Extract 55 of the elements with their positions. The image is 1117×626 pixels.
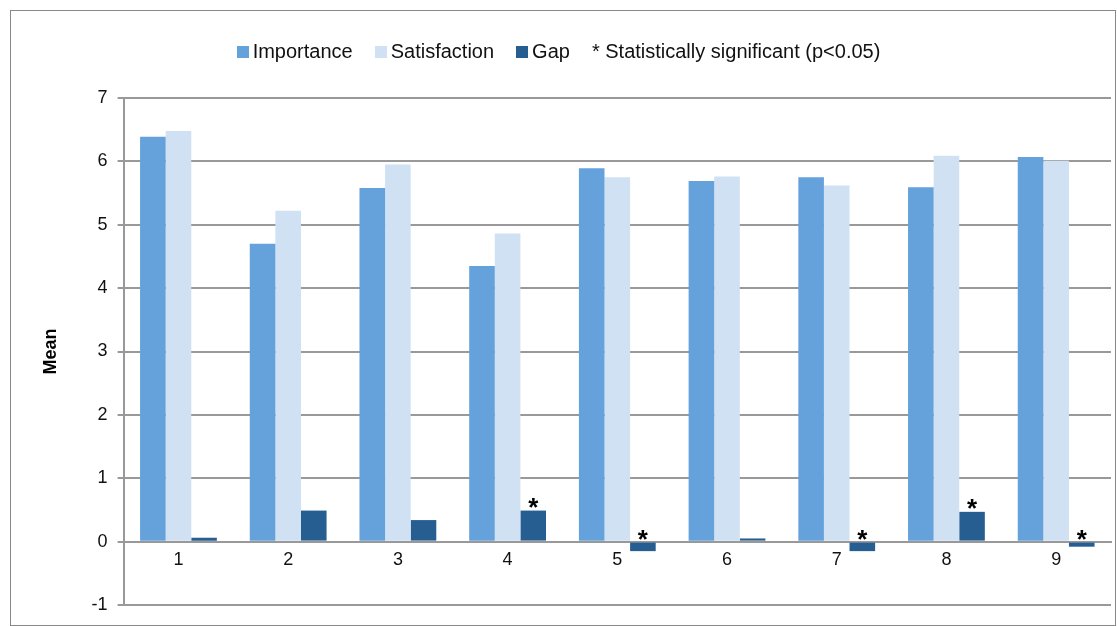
bar bbox=[140, 136, 166, 541]
bar bbox=[1017, 156, 1044, 541]
y-tick-label: 0 bbox=[97, 530, 108, 551]
x-tick-label: 6 bbox=[722, 549, 733, 570]
legend-label: Importance bbox=[252, 40, 353, 63]
bar bbox=[359, 187, 386, 541]
y-tick-label: 3 bbox=[97, 340, 108, 361]
bar bbox=[410, 520, 437, 541]
bar bbox=[165, 130, 192, 541]
y-tick-label: 2 bbox=[97, 403, 108, 424]
data-label: * bbox=[1076, 523, 1088, 554]
bar bbox=[630, 542, 656, 552]
x-tick-label: 4 bbox=[502, 549, 513, 570]
legend-label: Gap bbox=[532, 40, 570, 63]
bar bbox=[1068, 542, 1095, 547]
bar bbox=[300, 510, 327, 541]
y-axis-title: Mean bbox=[39, 328, 60, 375]
bar bbox=[469, 265, 495, 541]
bar bbox=[385, 164, 411, 541]
y-tick-label: 7 bbox=[97, 86, 108, 107]
y-tick-label: 4 bbox=[97, 277, 108, 298]
x-tick-label: 2 bbox=[283, 549, 294, 570]
bar bbox=[714, 176, 740, 541]
bar bbox=[959, 511, 985, 541]
bar bbox=[688, 181, 715, 541]
y-tick-label: -1 bbox=[91, 593, 108, 614]
x-tick-label: 3 bbox=[392, 549, 403, 570]
bar bbox=[823, 185, 850, 541]
bar bbox=[191, 537, 217, 541]
bar bbox=[275, 210, 301, 541]
y-tick-label: 6 bbox=[97, 150, 108, 171]
bar bbox=[849, 542, 876, 552]
data-label: * bbox=[637, 523, 649, 554]
bar bbox=[908, 187, 934, 541]
bar bbox=[494, 233, 521, 541]
bar bbox=[578, 168, 605, 541]
data-label: * bbox=[966, 492, 978, 523]
bar bbox=[249, 243, 276, 541]
text: * Statistically significant (p<0.05) bbox=[591, 40, 881, 63]
x-tick-label: 7 bbox=[831, 549, 842, 570]
bar bbox=[520, 510, 546, 541]
x-tick-label: 5 bbox=[612, 549, 623, 570]
bar bbox=[604, 177, 631, 541]
x-tick-label: 8 bbox=[941, 549, 952, 570]
bar bbox=[1043, 160, 1069, 541]
bar bbox=[798, 177, 824, 541]
data-label: * bbox=[528, 491, 540, 522]
y-tick-label: 1 bbox=[97, 467, 108, 488]
x-tick-label: 9 bbox=[1051, 549, 1062, 570]
legend-label: Satisfaction bbox=[390, 40, 495, 63]
bar bbox=[933, 155, 960, 541]
bar bbox=[739, 538, 766, 541]
x-tick-label: 1 bbox=[173, 549, 184, 570]
data-label: * bbox=[857, 523, 869, 554]
y-tick-label: 5 bbox=[97, 213, 108, 234]
